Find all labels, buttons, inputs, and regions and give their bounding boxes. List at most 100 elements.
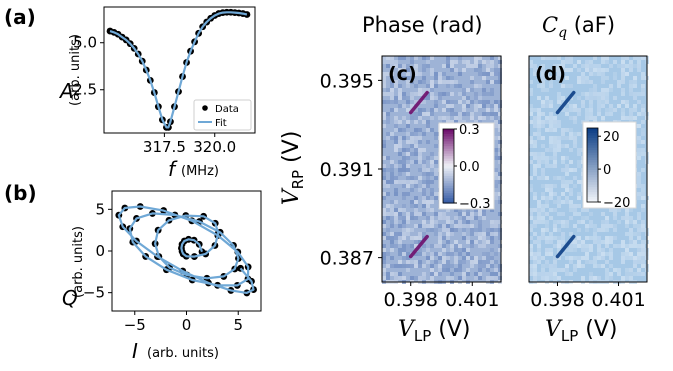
- panel-d-noise-cell: [533, 240, 537, 244]
- panel-c-noise-cell: [426, 156, 430, 160]
- panel-d-noise-cell: [613, 60, 617, 64]
- panel-c-noise-cell: [486, 72, 490, 76]
- panel-c-noise-cell: [386, 264, 390, 268]
- panel-c-noise-cell: [462, 212, 466, 216]
- panel-c-noise-cell: [406, 252, 410, 256]
- panel-d-noise-cell: [533, 196, 537, 200]
- panel-d-noise-cell: [545, 120, 549, 124]
- panel-d-noise-cell: [537, 236, 541, 240]
- panel-d-noise-cell: [589, 244, 593, 248]
- panel-c-noise-cell: [462, 88, 466, 92]
- panel-c-noise-cell: [422, 244, 426, 248]
- panel-d-noise-cell: [529, 216, 533, 220]
- panel-c-noise-cell: [390, 164, 394, 168]
- panel-c-noise-cell: [406, 184, 410, 188]
- panel-c-noise-cell: [498, 68, 502, 72]
- panel-d-noise-cell: [569, 108, 573, 112]
- panel-c-noise-cell: [426, 196, 430, 200]
- panel-c-noise-cell: [466, 88, 470, 92]
- panel-c-noise-cell: [450, 220, 454, 224]
- panel-d-noise-cell: [621, 60, 625, 64]
- panel-d-noise-cell: [585, 244, 589, 248]
- panel-d-noise-cell: [601, 252, 605, 256]
- panel-d-noise-cell: [629, 236, 633, 240]
- panel-d-noise-cell: [577, 236, 581, 240]
- panel-c-noise-cell: [446, 224, 450, 228]
- panel-d-noise-cell: [529, 64, 533, 68]
- panel-d-noise-cell: [597, 104, 601, 108]
- panel-d-noise-cell: [601, 240, 605, 244]
- panel-c-noise-cell: [470, 64, 474, 68]
- panel-d-noise-cell: [537, 156, 541, 160]
- panel-d-noise-cell: [609, 88, 613, 92]
- panel-d-noise-cell: [569, 216, 573, 220]
- panel-c-noise-cell: [466, 212, 470, 216]
- panel-d-noise-cell: [573, 144, 577, 148]
- panel-d-noise-cell: [577, 228, 581, 232]
- panel-d-noise-cell: [605, 260, 609, 264]
- panel-d-noise-cell: [557, 220, 561, 224]
- panel-c-noise-cell: [410, 140, 414, 144]
- panel-c-noise-cell: [402, 208, 406, 212]
- panel-c-noise-cell: [422, 164, 426, 168]
- panel-d-noise-cell: [549, 192, 553, 196]
- panel-c-noise-cell: [406, 192, 410, 196]
- panel-c-ytick-label: 0.395: [320, 70, 374, 92]
- panel-d-noise-cell: [605, 88, 609, 92]
- panel-d-noise-cell: [545, 100, 549, 104]
- panel-c-noise-cell: [394, 216, 398, 220]
- panel-d-noise-cell: [605, 68, 609, 72]
- panel-d-noise-cell: [601, 116, 605, 120]
- panel-c-noise-cell: [494, 224, 498, 228]
- panel-c-noise-cell: [394, 128, 398, 132]
- panel-c-noise-cell: [430, 56, 434, 60]
- panel-d-noise-cell: [641, 256, 645, 260]
- panel-c-noise-cell: [426, 56, 430, 60]
- panel-c-noise-cell: [410, 104, 414, 108]
- panel-d-noise-cell: [577, 68, 581, 72]
- panel-c-noise-cell: [462, 104, 466, 108]
- panel-d-noise-cell: [629, 92, 633, 96]
- panel-c-noise-cell: [494, 168, 498, 172]
- panel-c-noise-cell: [450, 232, 454, 236]
- panel-d-colorbar-step: [587, 152, 598, 156]
- panel-d-noise-cell: [549, 144, 553, 148]
- panel-c-noise-cell: [398, 240, 402, 244]
- panel-d-noise-cell: [569, 168, 573, 172]
- panel-d-noise-cell: [545, 224, 549, 228]
- panel-c-noise-cell: [382, 256, 386, 260]
- panel-c-noise-cell: [482, 260, 486, 264]
- panel-d-colorbar-step: [587, 179, 598, 183]
- panel-c-noise-cell: [426, 200, 430, 204]
- panel-c-noise-cell: [454, 120, 458, 124]
- panel-d-noise-cell: [545, 220, 549, 224]
- panel-c-noise-cell: [382, 224, 386, 228]
- panel-c-noise-cell: [442, 260, 446, 264]
- panel-c-noise-cell: [406, 120, 410, 124]
- panel-c-noise-cell: [426, 84, 430, 88]
- panel-c-noise-cell: [386, 120, 390, 124]
- panel-d-noise-cell: [593, 256, 597, 260]
- panel-d-noise-cell: [609, 224, 613, 228]
- panel-c-noise-cell: [402, 56, 406, 60]
- panel-d-noise-cell: [577, 60, 581, 64]
- panel-c-noise-cell: [446, 220, 450, 224]
- panel-c-noise-cell: [478, 116, 482, 120]
- panel-c-colorbar-step: [443, 129, 454, 133]
- panel-d-noise-cell: [589, 260, 593, 264]
- panel-c-noise-cell: [406, 156, 410, 160]
- panel-c-noise-cell: [422, 184, 426, 188]
- panel-c-noise-cell: [462, 96, 466, 100]
- panel-c-noise-cell: [426, 112, 430, 116]
- panel-c-noise-cell: [394, 100, 398, 104]
- panel-d-noise-cell: [585, 68, 589, 72]
- panel-b-xlabel-unit: (arb. units): [147, 346, 219, 361]
- panel-c-noise-cell: [466, 220, 470, 224]
- panel-d-noise-cell: [601, 76, 605, 80]
- panel-d-noise-cell: [593, 228, 597, 232]
- panel-d-noise-cell: [593, 276, 597, 280]
- panel-d-noise-cell: [553, 236, 557, 240]
- panel-d-frame: [528, 55, 648, 283]
- panel-c-noise-cell: [410, 60, 414, 64]
- panel-d-noise-cell: [565, 168, 569, 172]
